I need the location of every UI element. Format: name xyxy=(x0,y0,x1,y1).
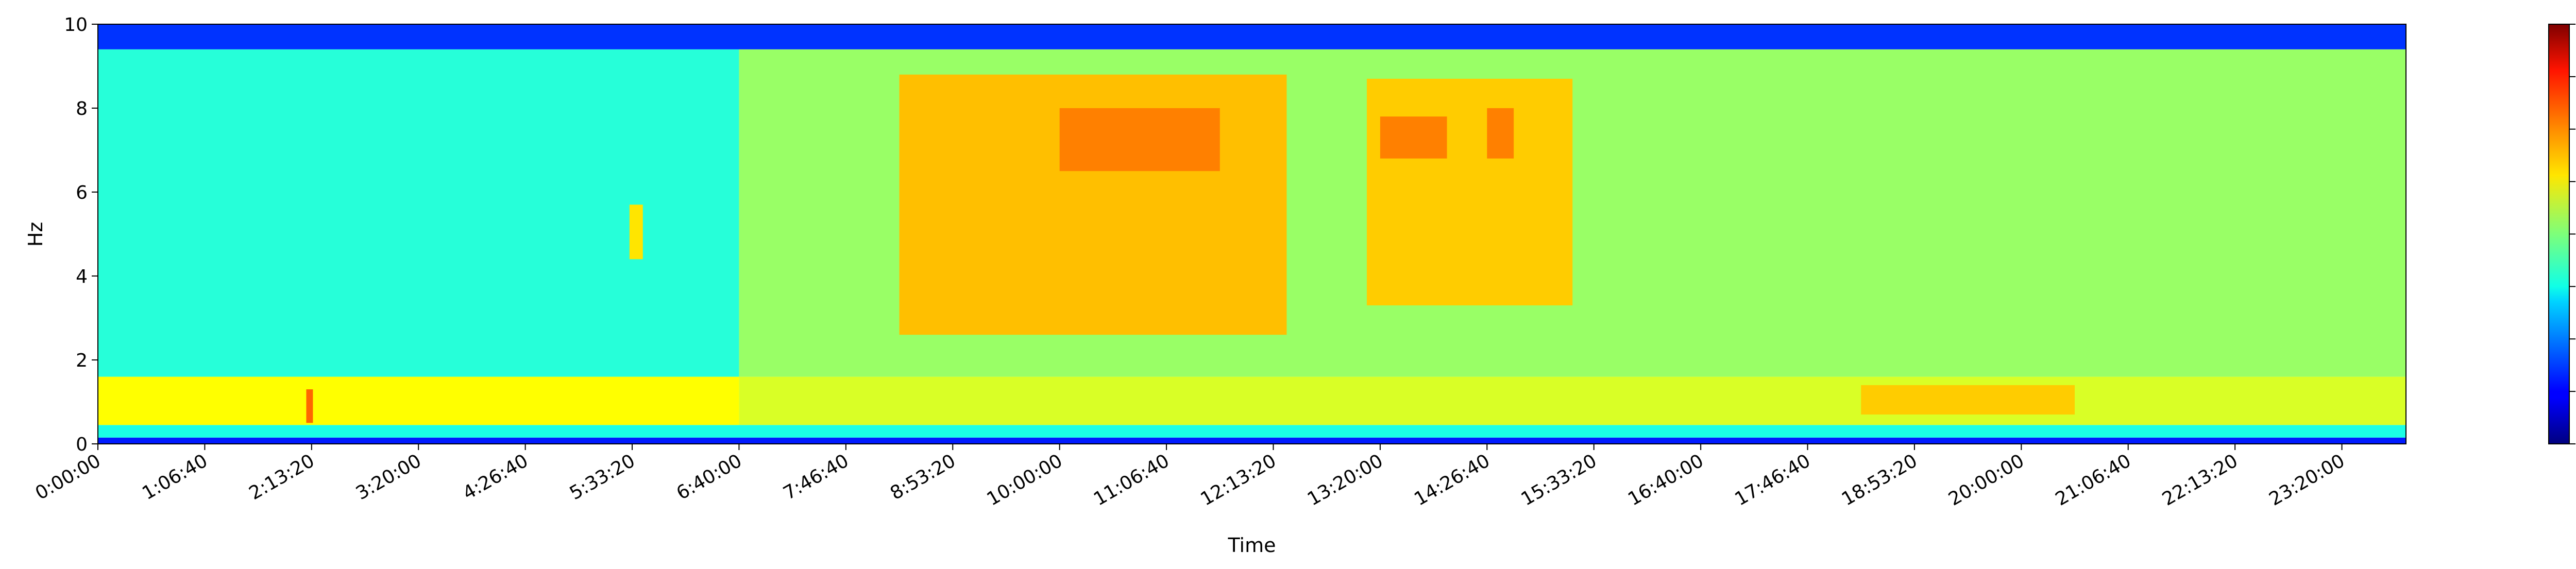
x-tick-label: 15:33:20 xyxy=(1518,450,1601,510)
x-tick-label: 22:13:20 xyxy=(2159,450,2242,510)
spectrogram-region xyxy=(98,376,739,425)
x-axis-label: Time xyxy=(1228,534,1276,557)
x-tick-label: 17:46:40 xyxy=(1731,450,1814,510)
x-tick-label: 12:13:20 xyxy=(1197,450,1280,510)
plot-frame xyxy=(97,24,2406,444)
colorbar-gradient xyxy=(2548,24,2570,444)
x-tick-label: 16:40:00 xyxy=(1624,450,1707,510)
x-tick-label: 6:40:00 xyxy=(673,450,745,504)
spectrogram-region xyxy=(98,49,739,377)
x-tick-label: 0:00:00 xyxy=(32,450,105,504)
x-tick-label: 20:00:00 xyxy=(1945,450,2028,510)
x-tick-label: 1:06:40 xyxy=(139,450,211,504)
x-tick-label: 2:13:20 xyxy=(246,450,318,504)
spectrogram-region xyxy=(1861,385,2075,415)
spectrogram-region xyxy=(1366,78,1573,306)
y-axis-label: Hz xyxy=(24,222,47,247)
spectrogram-region xyxy=(739,376,2406,425)
spectrogram-regions xyxy=(98,24,2406,444)
x-tick-label: 4:26:40 xyxy=(459,450,532,504)
y-tick-label: 8 xyxy=(76,98,88,119)
spectrogram-region xyxy=(98,437,2406,444)
spectrogram-region xyxy=(629,204,643,260)
colorbar-ticks: +0 dB-10 dB-20 dB-30 dB-40 dB-50 dB-60 d… xyxy=(2569,24,2575,444)
x-tick-label: 21:06:40 xyxy=(2052,450,2135,510)
spectrogram-region xyxy=(1059,108,1220,171)
x-tick-label: 18:53:20 xyxy=(1838,450,1921,510)
y-tick-label: 0 xyxy=(76,434,88,455)
x-tick-label: 13:20:00 xyxy=(1304,450,1387,510)
x-tick-label: 14:26:40 xyxy=(1411,450,1494,510)
x-tick-label: 8:53:20 xyxy=(887,450,959,504)
x-tick-label: 10:00:00 xyxy=(984,450,1066,510)
x-tick-label: 7:46:40 xyxy=(780,450,853,504)
x-axis: 0:00:00 1:06:40 2:13:20 3:20:00 4:26:40 5:33:… xyxy=(32,444,2348,510)
x-tick-label: 23:20:00 xyxy=(2266,450,2349,510)
x-tick-label: 3:20:00 xyxy=(352,450,425,504)
colorbar: +0 dB-10 dB-20 dB-30 dB-40 dB-50 dB-60 d… xyxy=(2548,24,2575,444)
spectrogram-region xyxy=(1487,108,1514,159)
x-tick-label: 5:33:20 xyxy=(566,450,639,504)
spectrogram-region xyxy=(306,389,313,423)
spectrogram-region xyxy=(98,425,2406,438)
x-tick-label: 11:06:40 xyxy=(1090,450,1173,510)
y-axis: 0 2 4 6 8 10 xyxy=(64,14,98,455)
y-tick-label: 6 xyxy=(76,182,88,203)
spectrogram-region xyxy=(98,24,2406,49)
spectrogram-plot-area xyxy=(97,24,2406,444)
spectrogram-region xyxy=(1380,116,1447,159)
y-tick-label: 2 xyxy=(76,350,88,371)
y-tick-label: 10 xyxy=(64,14,88,36)
y-tick-label: 4 xyxy=(76,266,88,287)
